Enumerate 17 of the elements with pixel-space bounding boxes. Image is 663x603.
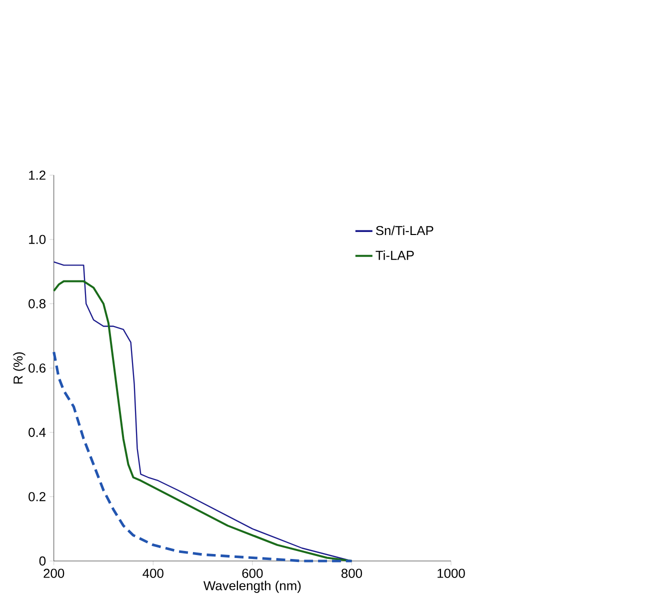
legend-label: Ti-LAP: [376, 250, 414, 260]
x-tick-label: 800: [341, 568, 362, 578]
x-tick-label: 1000: [438, 568, 465, 578]
legend-label: Sn/Ti-LAP: [376, 225, 434, 235]
y-tick-label: 0.4: [28, 428, 46, 437]
y-tick-label: 0.6: [28, 363, 46, 372]
x-tick-label: 200: [44, 568, 64, 578]
x-axis-title: Wavelength (nm): [203, 580, 301, 593]
y-tick-label: 1.0: [29, 234, 46, 244]
y-axis-title: R (%): [13, 352, 26, 384]
y-tick-label: 0: [39, 556, 46, 566]
x-tick-label: 600: [242, 568, 263, 578]
y-tick-label: 1.2: [29, 170, 46, 180]
line-series: [52, 350, 354, 562]
x-tick-label: 400: [142, 568, 164, 578]
y-tick-label: 0.8: [28, 298, 46, 308]
y-tick-label: 0.2: [28, 492, 46, 502]
